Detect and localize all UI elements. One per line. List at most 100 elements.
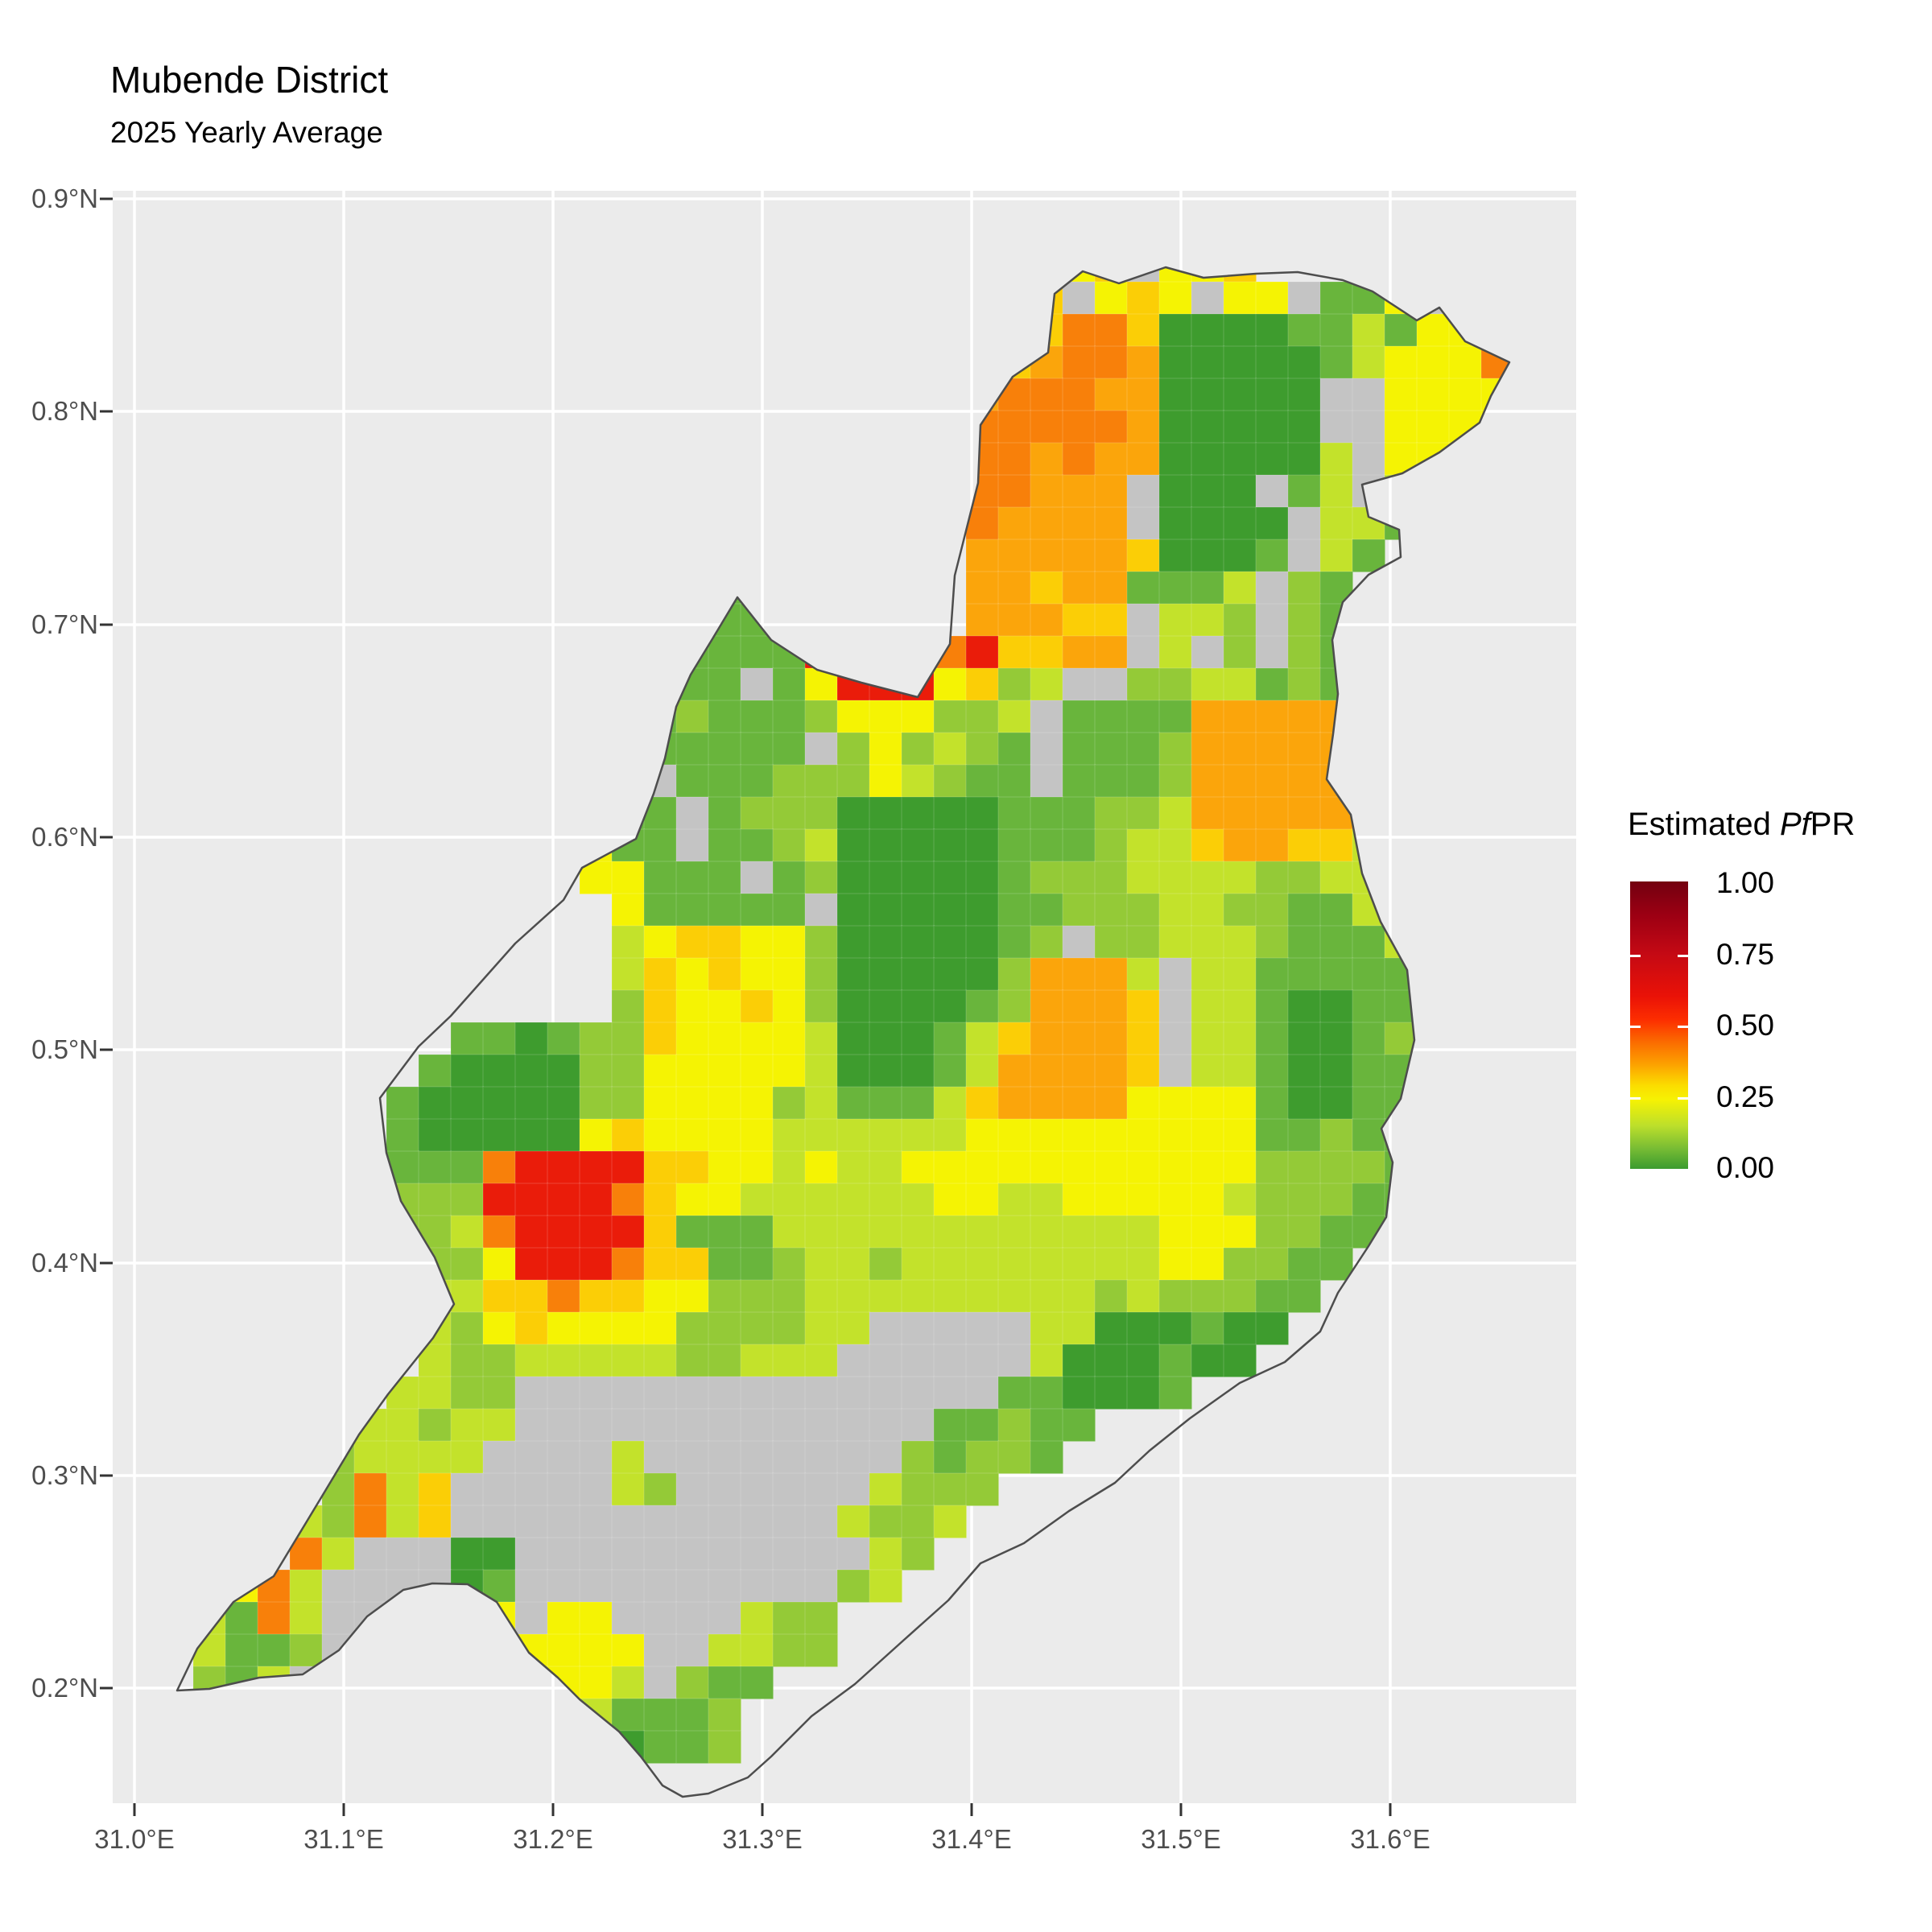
raster-cell: [804, 732, 839, 766]
raster-cell: [1158, 989, 1193, 1024]
raster-cell: [1287, 1150, 1322, 1185]
raster-cell: [1094, 539, 1129, 573]
raster-cell: [1448, 345, 1483, 380]
raster-cell: [1255, 732, 1290, 766]
raster-cell: [1062, 345, 1096, 380]
x-axis-label: 31.3°E: [722, 1824, 803, 1854]
raster-cell: [740, 764, 774, 799]
raster-cell: [740, 861, 774, 895]
raster-cell: [1094, 506, 1129, 541]
raster-cell: [1158, 861, 1193, 895]
raster-cell: [708, 700, 742, 734]
raster-cell: [579, 1086, 613, 1121]
raster-cell: [514, 1472, 549, 1507]
raster-cell: [1158, 539, 1193, 573]
raster-cell: [643, 1150, 678, 1185]
raster-cell: [1158, 1247, 1193, 1282]
raster-cell: [997, 603, 1032, 638]
raster-cell: [997, 957, 1032, 992]
raster-cell: [418, 1408, 452, 1443]
raster-cell: [1287, 1247, 1322, 1282]
raster-cell: [1158, 1279, 1193, 1314]
raster-cell: [804, 1633, 839, 1668]
raster-cell: [1191, 861, 1225, 895]
raster-cell: [225, 1633, 259, 1668]
raster-cell: [1030, 957, 1064, 992]
raster-cell: [579, 1022, 613, 1056]
raster-cell: [933, 1472, 968, 1507]
raster-cell: [869, 1054, 903, 1088]
raster-cell: [611, 1376, 646, 1410]
raster-cell: [708, 764, 742, 799]
raster-cell: [643, 1505, 678, 1539]
raster-cell: [1223, 410, 1257, 444]
raster-cell: [1255, 893, 1290, 927]
raster-cell: [1287, 410, 1322, 444]
raster-cell: [804, 1279, 839, 1314]
raster-cell: [933, 957, 968, 992]
raster-cell: [804, 1247, 839, 1282]
raster-cell: [386, 1537, 420, 1571]
raster-cell: [675, 1666, 710, 1700]
raster-cell: [579, 1344, 613, 1378]
raster-cell: [965, 1279, 1000, 1314]
raster-cell: [1255, 1311, 1290, 1346]
raster-cell: [740, 989, 774, 1024]
raster-cell: [386, 1086, 420, 1121]
raster-cell: [1158, 378, 1193, 412]
raster-cell: [901, 1215, 935, 1249]
raster-cell: [740, 1408, 774, 1443]
raster-cell: [1158, 796, 1193, 831]
raster-cell: [611, 1408, 646, 1443]
raster-cell: [611, 957, 646, 992]
raster-cell: [579, 1311, 613, 1346]
raster-cell: [1062, 1022, 1096, 1056]
raster-cell: [1319, 1022, 1354, 1056]
raster-cell: [836, 700, 871, 734]
raster-cell: [257, 1633, 291, 1668]
raster-cell: [1062, 1215, 1096, 1249]
raster-cell: [482, 1022, 517, 1056]
raster-cell: [1030, 603, 1064, 638]
raster-cell: [547, 1408, 581, 1443]
raster-cell: [1287, 861, 1322, 895]
raster-cell: [1384, 345, 1418, 380]
raster-cell: [804, 1569, 839, 1604]
raster-cell: [965, 1247, 1000, 1282]
raster-cell: [1287, 667, 1322, 702]
raster-cell: [965, 861, 1000, 895]
raster-cell: [643, 1537, 678, 1571]
raster-cell: [708, 1150, 742, 1185]
raster-cell: [547, 1183, 581, 1217]
raster-cell: [1062, 410, 1096, 444]
raster-cell: [1223, 1118, 1257, 1153]
raster-cell: [1094, 474, 1129, 509]
raster-cell: [1191, 732, 1225, 766]
raster-cell: [1416, 345, 1451, 380]
raster-cell: [1287, 1054, 1322, 1088]
raster-cell: [1255, 764, 1290, 799]
raster-cell: [1126, 1376, 1161, 1410]
raster-cell: [772, 1408, 807, 1443]
raster-cell: [836, 1311, 871, 1346]
raster-cell: [1223, 989, 1257, 1024]
raster-cell: [1319, 893, 1354, 927]
raster-cell: [965, 764, 1000, 799]
raster-cell: [1287, 1118, 1322, 1153]
raster-cell: [1126, 1247, 1161, 1282]
raster-cell: [708, 1505, 742, 1539]
raster-cell: [901, 1537, 935, 1571]
raster-cell: [1319, 281, 1354, 316]
raster-cell: [869, 1440, 903, 1475]
raster-cell: [901, 1086, 935, 1121]
raster-cell: [804, 1537, 839, 1571]
raster-cell: [1223, 474, 1257, 509]
x-axis-label: 31.6°E: [1350, 1824, 1430, 1854]
raster-cell: [1191, 378, 1225, 412]
raster-cell: [1191, 1150, 1225, 1185]
raster-cell: [1062, 764, 1096, 799]
raster-cell: [1319, 1215, 1354, 1249]
raster-cell: [772, 1183, 807, 1217]
raster-cell: [804, 1344, 839, 1378]
raster-cell: [836, 1150, 871, 1185]
